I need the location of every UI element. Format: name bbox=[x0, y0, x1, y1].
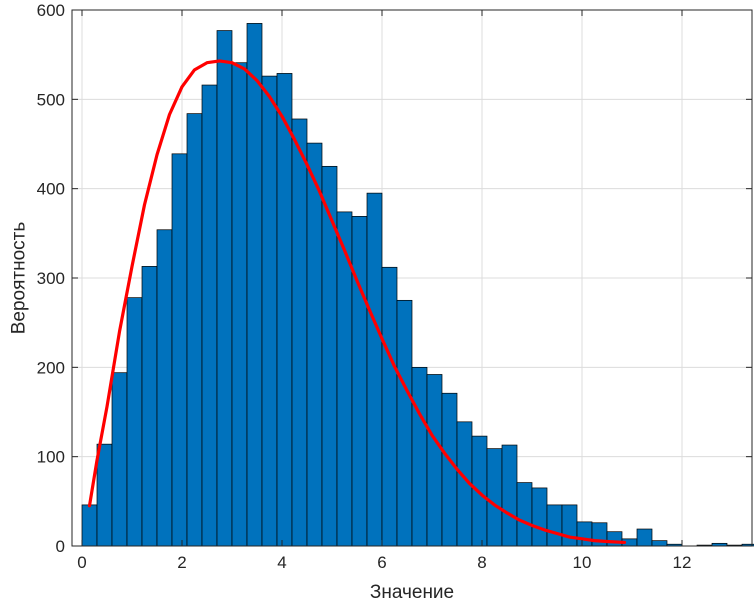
histogram-bar bbox=[396, 299, 413, 547]
x-tick-label: 12 bbox=[673, 553, 692, 572]
y-tick-label: 400 bbox=[37, 180, 65, 199]
x-tick-labels: 0 2 4 6 8 10 12 bbox=[77, 553, 691, 572]
y-tick-label: 100 bbox=[37, 448, 65, 467]
histogram-bar bbox=[231, 62, 248, 547]
histogram-bar bbox=[546, 504, 563, 547]
histogram-bar bbox=[261, 75, 278, 547]
histogram-bar bbox=[186, 113, 203, 547]
histogram-bar bbox=[81, 504, 98, 547]
histogram-bar bbox=[156, 229, 173, 547]
histogram-bar bbox=[291, 118, 308, 547]
histogram-bar bbox=[306, 142, 323, 547]
y-tick-label: 0 bbox=[56, 537, 65, 556]
histogram-bar bbox=[246, 23, 263, 547]
histogram-bar bbox=[651, 540, 668, 547]
histogram-bar bbox=[366, 192, 383, 547]
fit-curve bbox=[87, 59, 627, 545]
histogram-bar bbox=[171, 153, 188, 547]
histogram-bar bbox=[606, 531, 623, 547]
histogram-bar bbox=[516, 482, 533, 547]
histogram-bar bbox=[276, 73, 293, 547]
histogram-bar bbox=[441, 392, 458, 547]
x-tick-label: 0 bbox=[77, 553, 86, 572]
y-tick-labels: 0 100 200 300 400 500 600 bbox=[37, 1, 65, 556]
histogram-bar bbox=[561, 504, 578, 547]
histogram-bar bbox=[411, 366, 428, 547]
histogram-bar bbox=[351, 216, 368, 547]
y-tick-label: 600 bbox=[37, 1, 65, 20]
y-tick-label: 300 bbox=[37, 269, 65, 288]
x-tick-label: 2 bbox=[177, 553, 186, 572]
histogram-bars bbox=[81, 23, 754, 547]
histogram-bar bbox=[126, 297, 143, 547]
axis-ticks bbox=[72, 9, 752, 547]
histogram-bar bbox=[201, 84, 218, 547]
histogram-bar bbox=[96, 443, 113, 547]
x-tick-label: 6 bbox=[377, 553, 386, 572]
histogram-bar bbox=[141, 266, 158, 547]
histogram-bar bbox=[531, 487, 548, 547]
histogram-bar bbox=[636, 528, 653, 547]
histogram-bar bbox=[486, 448, 503, 547]
histogram-bar bbox=[111, 372, 128, 547]
x-tick-label: 8 bbox=[477, 553, 486, 572]
histogram-bar bbox=[576, 521, 593, 547]
y-axis-label: Вероятность bbox=[9, 222, 30, 335]
histogram-bar bbox=[426, 374, 443, 547]
y-tick-label: 500 bbox=[37, 90, 65, 109]
histogram-bar bbox=[216, 30, 233, 547]
histogram-bar bbox=[501, 444, 518, 547]
x-tick-label: 4 bbox=[277, 553, 286, 572]
x-tick-label: 10 bbox=[573, 553, 592, 572]
histogram-bar bbox=[381, 266, 398, 547]
x-axis-label: Значение bbox=[370, 582, 454, 603]
y-tick-label: 200 bbox=[37, 358, 65, 377]
